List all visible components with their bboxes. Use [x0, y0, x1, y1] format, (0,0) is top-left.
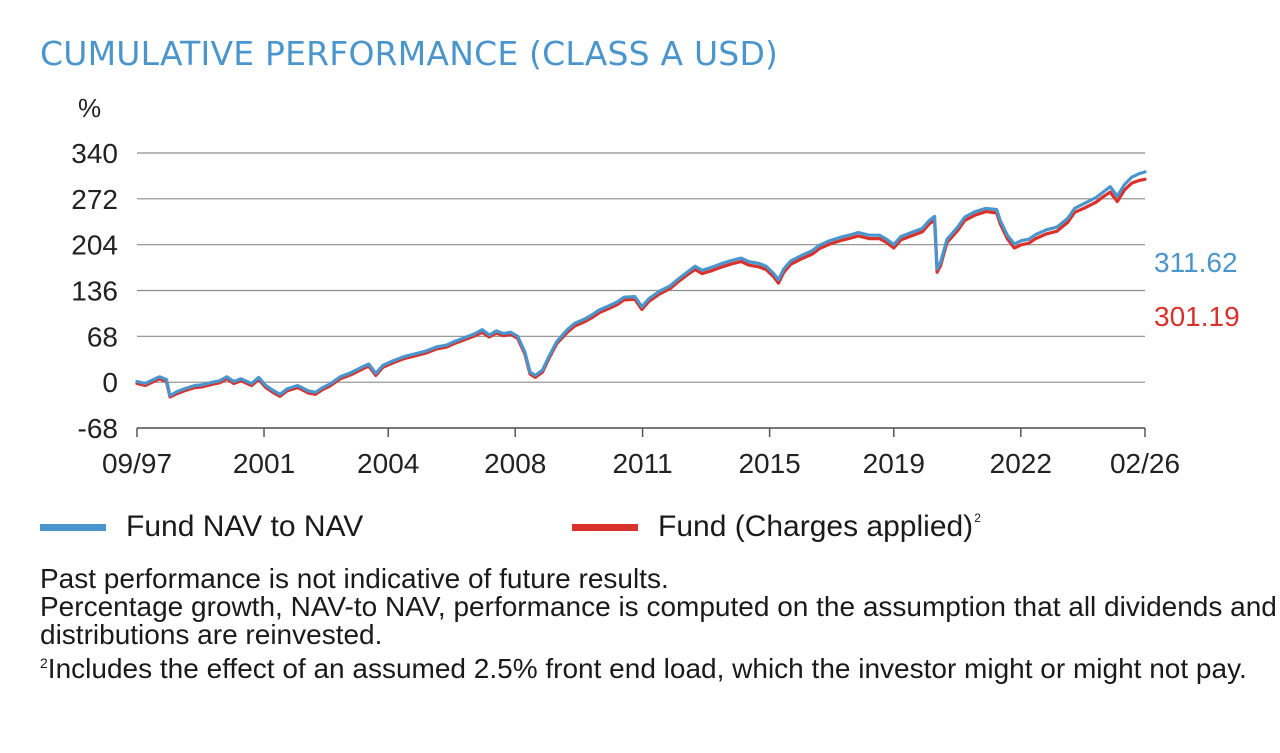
y-tick-label: 0: [102, 367, 118, 398]
x-tick-label: 2001: [233, 448, 295, 479]
chart-title: CUMULATIVE PERFORMANCE (CLASS A USD): [40, 34, 779, 73]
gridlines: [137, 152, 1145, 429]
x-tick-label: 2008: [484, 448, 546, 479]
x-tick-label: 02/26: [1110, 448, 1180, 479]
legend-swatch-nav: [40, 523, 106, 531]
footnote-marker: 2: [40, 655, 48, 671]
y-tick-label: 272: [71, 184, 118, 215]
legend-label-nav: Fund NAV to NAV: [126, 510, 364, 543]
nav-end-value: 311.62: [1154, 247, 1238, 278]
disclaimer-line-1: Percentage growth, NAV-to NAV, performan…: [40, 591, 1277, 650]
disclaimer-bold: Past performance is not indicative of fu…: [40, 563, 669, 594]
y-tick-label: 68: [87, 321, 118, 352]
series-line-fund-charges-applied-: [135, 177, 1147, 399]
performance-chart: 340 272 204 136 68 0 -68 09/97 2001 2004 2008 2011…: [71, 138, 1180, 479]
x-tick-label: 2019: [863, 448, 925, 479]
y-tick-label: 340: [71, 138, 118, 169]
y-axis-unit-label: %: [78, 93, 102, 123]
legend-swatch-charges: [572, 523, 638, 531]
x-tick-label: 09/97: [102, 448, 172, 479]
x-tick-label: 2011: [612, 448, 672, 479]
x-tick-label: 2015: [738, 448, 800, 479]
disclaimer-notes: Past performance is not indicative of fu…: [40, 565, 1280, 683]
x-tick-label: 2004: [357, 448, 419, 479]
x-axis-ticks: 09/97 2001 2004 2008 2011 2015 2019 2022 02/26: [102, 427, 1180, 479]
y-tick-label: 204: [71, 230, 118, 261]
legend-item-charges: Fund (Charges applied)2: [572, 510, 981, 544]
legend-label-charges: Fund (Charges applied)2: [658, 510, 981, 543]
x-tick-label: 2022: [990, 448, 1052, 479]
charges-end-value: 301.19: [1154, 301, 1240, 332]
legend-item-nav: Fund NAV to NAV: [40, 510, 363, 544]
disclaimer-line-2: 2Includes the effect of an assumed 2.5% …: [40, 653, 1247, 684]
y-tick-label: 136: [71, 276, 118, 307]
legend-footnote-marker: 2: [974, 511, 981, 525]
series-lines: [135, 170, 1147, 399]
series-line-fund-nav-to-nav: [135, 170, 1147, 398]
y-tick-label: -68: [78, 413, 118, 444]
y-axis-ticks: 340 272 204 136 68 0 -68: [71, 138, 118, 444]
